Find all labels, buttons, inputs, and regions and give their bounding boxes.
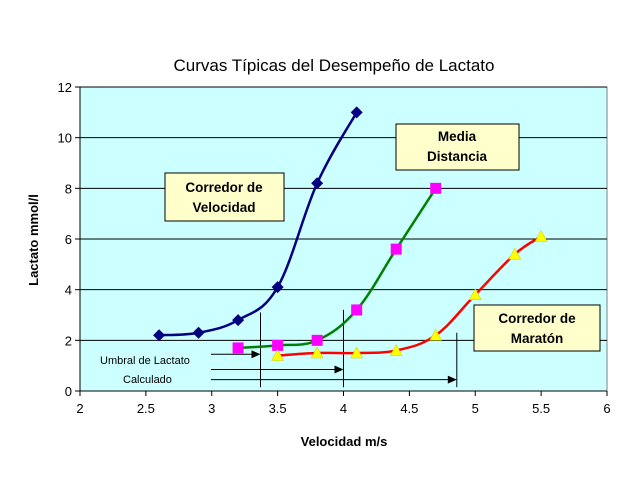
marathon-label-box: Corredor de Maratón	[473, 304, 601, 352]
data-point	[430, 182, 442, 194]
data-point	[468, 288, 482, 300]
series-layer	[153, 106, 548, 361]
data-point	[351, 304, 363, 316]
data-point	[310, 346, 324, 359]
series-1	[153, 106, 363, 342]
y-axis-title: Lactato mmol/l	[26, 194, 41, 286]
data-point	[508, 247, 522, 260]
x-axis-title: Velocidad m/s	[301, 434, 388, 449]
x-tick-label: 3.5	[269, 401, 287, 416]
x-tick-label: 6	[603, 401, 610, 416]
x-tick-label: 4.5	[400, 401, 418, 416]
x-tick-label: 3	[208, 401, 215, 416]
x-tick-label: 2.5	[137, 401, 155, 416]
threshold-arrow-head	[447, 375, 457, 384]
x-tick-label: 5	[472, 401, 479, 416]
data-point	[350, 346, 364, 359]
y-tick-label: 0	[65, 384, 72, 399]
middle-distance-label-line-2: Distancia	[427, 149, 488, 164]
y-tick-label: 4	[65, 283, 72, 298]
marathon-label-line-1: Corredor de	[498, 311, 576, 326]
threshold-label-line-1: Umbral de Lactato	[100, 355, 190, 367]
data-point	[311, 334, 323, 346]
threshold-arrow-head	[334, 365, 344, 374]
axes	[75, 86, 608, 396]
data-point	[390, 243, 402, 255]
y-tick-label: 2	[65, 333, 72, 348]
data-point	[311, 177, 324, 190]
y-tick-label: 10	[58, 131, 72, 146]
data-point	[192, 326, 205, 339]
data-point	[350, 106, 363, 119]
middle-distance-label-box: Media Distancia	[395, 123, 520, 171]
sprinter-label-box: Corredor de Velocidad	[164, 172, 285, 222]
marathon-label-line-2: Maratón	[511, 331, 564, 346]
data-point	[271, 281, 284, 294]
lactate-threshold-annotation: Umbral de Lactato Calculado	[100, 309, 458, 388]
y-tick-labels: 0 2 4 6 8 10 12	[58, 80, 72, 399]
sprinter-label-line-1: Corredor de	[185, 180, 263, 195]
y-tick-label: 12	[58, 80, 72, 95]
y-tick-label: 8	[65, 181, 72, 196]
data-point	[272, 339, 284, 351]
data-point	[232, 314, 245, 327]
data-point	[153, 329, 166, 342]
y-tick-label: 6	[65, 232, 72, 247]
data-point	[534, 229, 548, 242]
x-tick-labels: 2 2.5 3 3.5 4 4.5 5 5.5 6	[76, 401, 610, 416]
series-3	[271, 229, 548, 361]
threshold-label-line-2: Calculado	[123, 374, 172, 386]
sprinter-label-line-2: Velocidad	[192, 200, 255, 215]
data-point	[271, 349, 285, 361]
chart-title: Curvas Típicas del Desempeño de Lactato	[174, 56, 495, 75]
x-tick-label: 4	[340, 401, 347, 416]
data-point	[429, 328, 443, 341]
data-point	[232, 342, 244, 354]
middle-distance-label-line-1: Media	[438, 129, 477, 144]
x-tick-label: 5.5	[532, 401, 550, 416]
x-tick-label: 2	[76, 401, 83, 416]
threshold-arrow-head	[251, 350, 261, 359]
data-point	[389, 343, 403, 356]
series-2	[232, 182, 442, 354]
